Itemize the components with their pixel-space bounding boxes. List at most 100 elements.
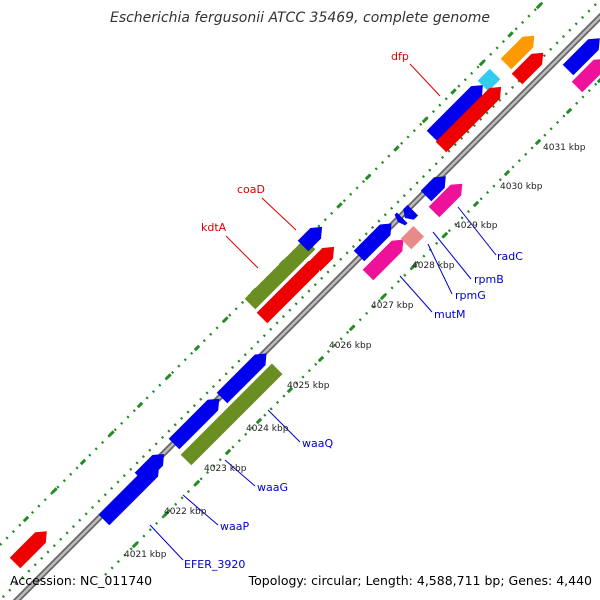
gene-leader-line — [427, 243, 453, 295]
scale-tick — [336, 202, 343, 209]
gene-label: mutM — [434, 308, 466, 321]
gene-arrow-red-left — [9, 531, 47, 569]
scale-tick — [286, 386, 294, 394]
gene-arrow-orange — [500, 35, 535, 70]
gene-leader-line — [399, 275, 433, 313]
label-leader-lines — [149, 63, 497, 561]
scale-tick — [193, 344, 201, 352]
map-title: Escherichia fergusonii ATCC 35469, compl… — [109, 10, 491, 26]
feature-label: kdtA — [201, 221, 227, 234]
kbp-tick-label: 4023 kbp — [204, 464, 247, 474]
scale-tick — [136, 401, 144, 409]
gene-arrow-pink-edge — [571, 59, 600, 93]
gene-arrow-radC-pink — [428, 183, 463, 218]
kbp-tick-label: 4027 kbp — [371, 301, 414, 311]
scale-tick — [450, 88, 457, 95]
gene-label: rpmG — [455, 289, 486, 302]
scale-tick — [224, 448, 232, 456]
scale-tick — [379, 293, 387, 301]
kbp-tick-label: 4025 kbp — [287, 381, 330, 391]
scale-tick — [131, 541, 139, 549]
kbp-tick-label: 4030 kbp — [500, 182, 543, 192]
gene-arrow-waaG — [168, 398, 220, 450]
kbp-tick-label: 4026 kbp — [329, 341, 372, 351]
scale-tick — [193, 479, 201, 487]
scale-tick — [108, 430, 115, 437]
gene-leader-line — [182, 494, 219, 526]
gene-label: waaP — [220, 520, 249, 533]
gene-arrow-rpmB — [403, 204, 419, 220]
scale-tick — [535, 2, 543, 10]
gene-label: radC — [497, 250, 523, 263]
kbp-tick-label: 4028 kbp — [412, 261, 455, 271]
genome-summary-text: Topology: circular; Length: 4,588,711 bp… — [248, 573, 592, 588]
kbp-tick-label: 4022 kbp — [164, 507, 207, 517]
feature-label: coaD — [237, 183, 265, 196]
gene-arrow-mutM — [353, 223, 392, 262]
gene-leader-line — [432, 231, 472, 280]
kbp-tick-label: 4029 kbp — [455, 221, 498, 231]
scale-tick — [22, 515, 30, 523]
scale-tick — [317, 355, 325, 363]
gene-arrow-dfp — [426, 85, 483, 142]
scale-tick — [596, 77, 600, 84]
gene-leader-line — [267, 409, 301, 443]
scale-tick — [393, 145, 400, 152]
accession-text: Accession: NC_011740 — [10, 573, 153, 588]
kbp-tick-label: 4031 kbp — [543, 143, 586, 153]
scale-tick — [348, 324, 356, 332]
gene-arrow-mutM-pink — [362, 239, 404, 281]
feature-label: dfp — [391, 50, 409, 63]
scale-tick — [472, 200, 480, 208]
feature-leader-line — [225, 235, 259, 269]
scale-tick — [255, 417, 263, 425]
scale-tick — [79, 458, 87, 466]
gene-leader-line — [149, 524, 184, 561]
gene-arrow-dfp-red — [435, 86, 502, 153]
gene-arrow-radC — [420, 176, 446, 202]
gene-arrow-coaD — [297, 226, 323, 252]
scale-tick — [507, 31, 514, 38]
scale-tick — [165, 373, 172, 380]
gene-label: waaQ — [302, 437, 333, 450]
gene-arrow-waaQ — [216, 353, 267, 404]
scale-tick — [162, 510, 170, 518]
gene-arrow-waaP — [134, 454, 164, 484]
scale-tick — [478, 59, 486, 67]
gene-arrow-coaD-red — [309, 246, 335, 272]
scale-tick — [441, 231, 449, 239]
scale-tick — [222, 316, 229, 323]
gene-arrow-blue-edge — [562, 38, 600, 76]
kbp-tick-label: 4021 kbp — [124, 550, 167, 560]
feature-arrows — [9, 35, 600, 569]
scale-tick — [534, 138, 542, 146]
scale-tick — [410, 262, 418, 270]
kbp-tick-label: 4024 kbp — [246, 424, 289, 434]
gene-label: EFER_3920 — [184, 558, 245, 571]
gene-arrow-red-right — [511, 52, 544, 85]
gene-arrow-kdtA-red — [256, 260, 320, 324]
scale-tick — [364, 173, 372, 181]
scale-tick — [421, 116, 429, 124]
scale-tick — [565, 107, 573, 115]
gene-leader-line — [224, 459, 256, 487]
scale-tick — [51, 487, 58, 494]
gene-leader-line — [457, 206, 497, 256]
feature-leader-line — [261, 197, 297, 231]
feature-leader-line — [409, 63, 441, 97]
gene-arrow-kdtA-olive — [244, 238, 316, 310]
gene-arrow-rpmG-salmon — [400, 226, 424, 250]
gene-arrow-waaQ-olive — [180, 363, 283, 466]
gene-label: rpmB — [474, 273, 504, 286]
gene-label: waaG — [257, 481, 288, 494]
gene-arrow-cyan — [477, 68, 501, 92]
map-labels: 4021 kbp 4022 kbp 4023 kbp 4024 kbp 4025 kbp… — [124, 50, 586, 571]
gene-arrow-rpmG — [394, 212, 408, 226]
scale-tick — [503, 169, 511, 177]
